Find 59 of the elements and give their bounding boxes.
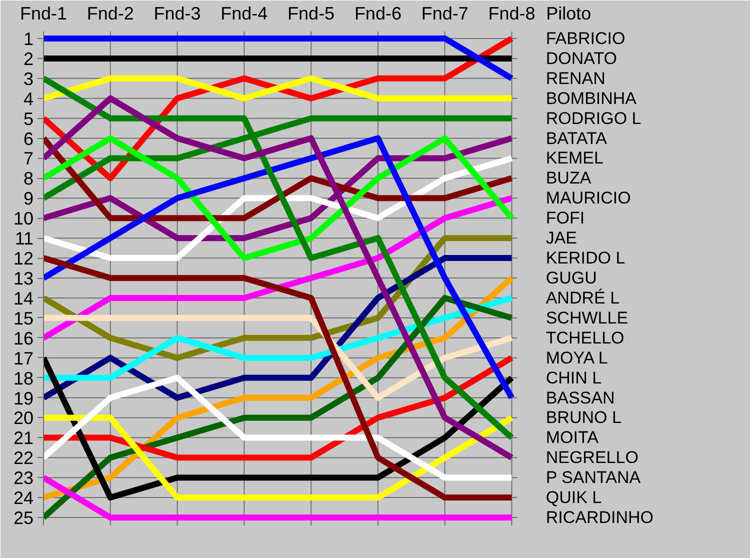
text: RENAN	[546, 68, 606, 88]
text: CHIN L	[546, 368, 602, 388]
y-tick-label: 5	[23, 108, 34, 129]
y-tick-label: 3	[23, 68, 34, 89]
text: BRUNO L	[546, 408, 622, 428]
x-tick-label: Fnd-1	[20, 4, 68, 24]
x-tick-label: Fnd-7	[421, 4, 468, 24]
y-tick-label: 10	[13, 208, 34, 229]
y-tick-label: 14	[13, 288, 34, 308]
text: BUZA	[546, 168, 592, 188]
text: SCHWLLE	[546, 308, 628, 328]
x-tick-label: Fnd-3	[154, 4, 201, 24]
y-tick-label: 13	[13, 268, 34, 288]
y-tick-label: 8	[23, 168, 34, 189]
y-tick-label: 9	[23, 188, 34, 209]
y-tick-label: 23	[13, 468, 34, 488]
y-tick-label: 18	[13, 368, 34, 388]
text: KERIDO L	[546, 248, 626, 268]
y-tick-label: 11	[14, 228, 34, 249]
y-tick-label: 7	[23, 148, 34, 169]
x-tick-label: Fnd-4	[220, 4, 268, 24]
y-tick-label: 6	[23, 128, 34, 149]
y-tick-label: 17	[13, 348, 34, 368]
text: QUIK L	[546, 488, 602, 508]
text: MAURICIO	[546, 188, 631, 208]
text: TCHELLO	[546, 328, 624, 348]
y-tick-label: 12	[13, 248, 34, 269]
y-tick-label: 19	[13, 388, 34, 408]
legend-title: Piloto	[546, 4, 592, 24]
text: KEMEL	[546, 148, 604, 168]
y-tick-label: 25	[13, 508, 34, 528]
text: BASSAN	[546, 388, 615, 408]
text: BATATA	[546, 128, 608, 148]
text: P SANTANA	[546, 468, 642, 488]
y-tick-label: 1	[23, 28, 34, 49]
text: GUGU	[546, 268, 597, 288]
text: MOITA	[546, 428, 600, 448]
text: FABRICIO	[546, 28, 626, 48]
y-tick-label: 22	[13, 448, 34, 468]
text: RICARDINHO	[546, 508, 654, 528]
y-tick-label: 16	[13, 328, 34, 348]
x-tick-label: Fnd-6	[354, 4, 402, 24]
text: MOYA L	[546, 348, 608, 368]
y-tick-label: 20	[13, 408, 34, 428]
y-tick-label: 15	[13, 308, 34, 328]
x-tick-label: Fnd-5	[288, 4, 335, 24]
y-tick-label: 2	[23, 48, 34, 69]
text: DONATO	[546, 48, 617, 68]
text: BOMBINHA	[546, 88, 638, 108]
text: RODRIGO L	[546, 108, 642, 128]
x-tick-label: Fnd-2	[86, 4, 134, 24]
y-tick-label: 4	[23, 88, 34, 109]
y-tick-label: 24	[13, 488, 34, 508]
x-tick-label: Fnd-8	[488, 4, 536, 24]
y-tick-label: 21	[13, 428, 34, 448]
text: FOFI	[546, 208, 585, 228]
text: ANDRÉ L	[546, 288, 620, 308]
text: NEGRELLO	[546, 448, 638, 468]
text: JAE	[546, 228, 578, 248]
